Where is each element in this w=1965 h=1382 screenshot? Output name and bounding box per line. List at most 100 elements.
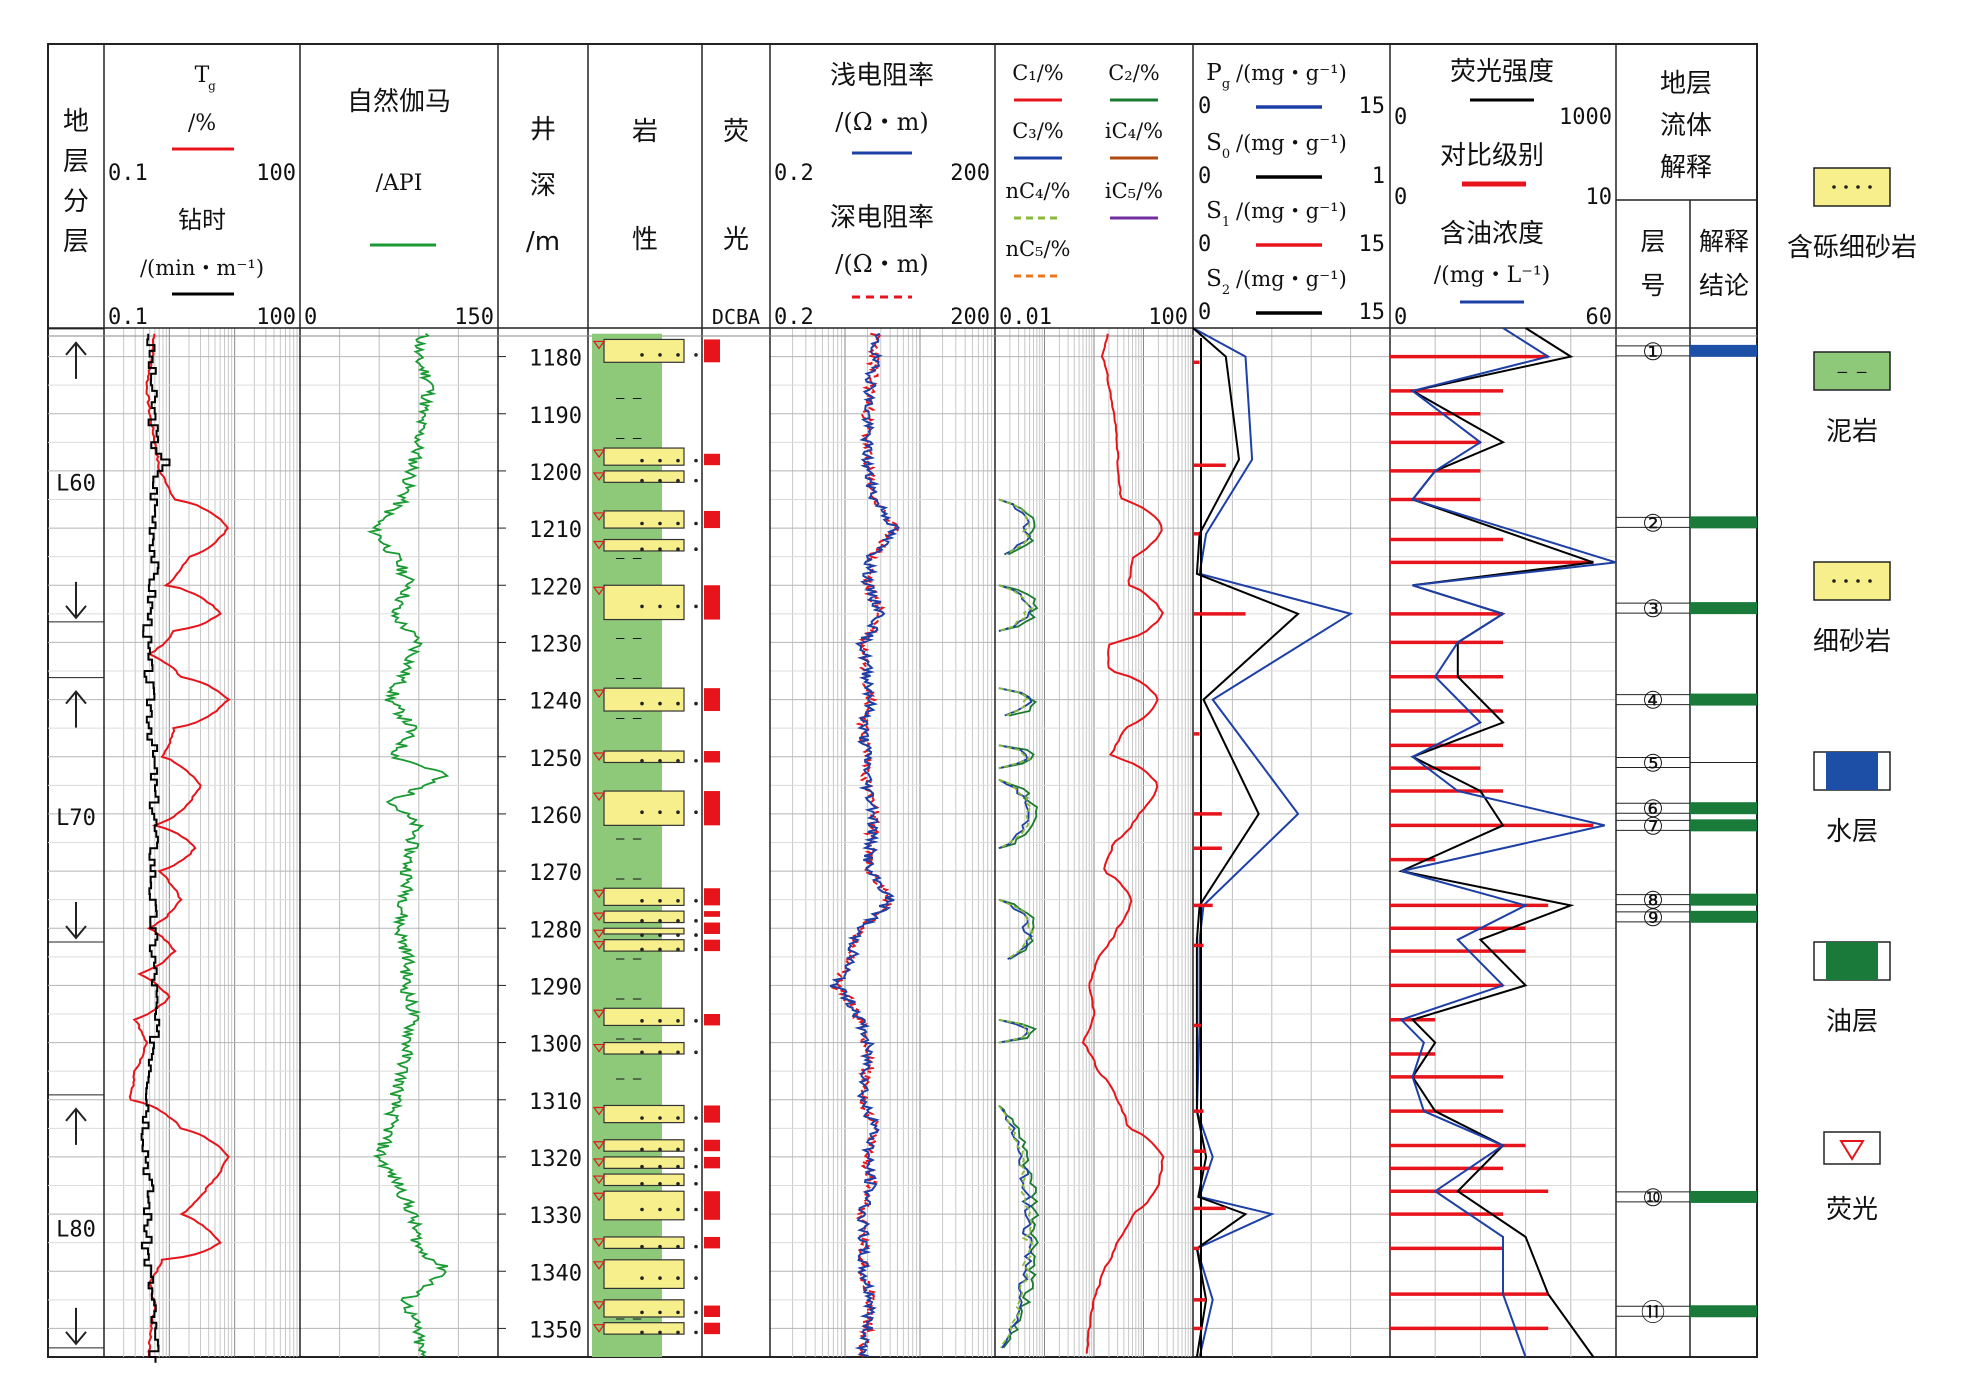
sand-dot — [694, 1276, 698, 1280]
interp-header: 解释 — [1660, 153, 1712, 183]
legend-dot — [1868, 579, 1872, 583]
legend-label: 细砂岩 — [1813, 627, 1891, 657]
sand-bed — [603, 538, 685, 552]
sand-dot — [694, 947, 698, 952]
sand-bed — [603, 1299, 685, 1318]
depth-tick-label: 1240 — [529, 690, 582, 715]
mud-symbol: – – — [616, 671, 642, 687]
oil-layer-bar — [1690, 693, 1757, 706]
legend-item: 细砂岩 — [1813, 561, 1891, 657]
fluorescence-bar — [704, 453, 720, 466]
layer-number: ③ — [1642, 595, 1664, 623]
sand-dot — [676, 353, 680, 357]
sand-dot — [640, 1181, 644, 1186]
sand-bed — [603, 687, 685, 712]
sand-bed — [603, 584, 685, 621]
sand-dot — [640, 1147, 644, 1152]
fluorescence-bar — [704, 339, 720, 363]
fluor-marker — [592, 929, 606, 939]
sand-dot — [640, 1116, 644, 1120]
pyr-min-1: 0 — [1198, 164, 1211, 189]
fluorescence-bar — [704, 688, 720, 712]
pyr-min-2: 0 — [1198, 232, 1211, 257]
shallow-res-unit: /(Ω・m) — [835, 108, 928, 136]
strata-zone-label: L70 — [56, 806, 96, 831]
strata-header: 层 — [63, 147, 89, 177]
legend-label: 荧光 — [1826, 1195, 1878, 1225]
legend-item: 水层 — [1813, 751, 1891, 847]
fluor-marker — [592, 1106, 606, 1116]
sand-dot — [658, 919, 662, 923]
pyr-sub-1: 0 — [1222, 147, 1230, 162]
sand-bed — [603, 447, 685, 466]
sand-bed — [603, 1139, 685, 1152]
fl-level-max: 10 — [1586, 185, 1613, 210]
sand-dot — [658, 1147, 662, 1152]
sand-dot — [694, 1244, 698, 1249]
sand-bed — [603, 470, 685, 483]
pyr-unit-0: /(mg・g⁻¹) — [1236, 61, 1347, 85]
sand-dot — [694, 478, 698, 483]
depth-tick-label: 1190 — [529, 404, 582, 429]
sand-bed — [603, 887, 685, 906]
sand-dot — [694, 1181, 698, 1186]
mud-symbol: – – — [616, 1071, 642, 1087]
strata-arrow-down — [65, 901, 87, 940]
gas-hgrid — [995, 327, 1193, 1329]
fluor-marker — [592, 540, 606, 550]
fluor-marker — [592, 1141, 606, 1150]
fl-oil-unit: /(mg・L⁻¹) — [1434, 263, 1551, 288]
fluorescence-bar — [704, 1014, 720, 1026]
legend-dot — [1856, 185, 1860, 189]
fluor-marker — [592, 941, 606, 950]
sand-dot — [676, 1244, 680, 1249]
depth-tick-label: 1310 — [529, 1090, 582, 1115]
sand-dot — [658, 810, 662, 814]
sand-dot — [658, 1164, 662, 1169]
fluorescence-bar — [704, 922, 720, 934]
sand-dot — [676, 547, 680, 552]
sand-dot — [658, 1050, 662, 1055]
pyr-max-2: 15 — [1359, 232, 1386, 257]
sand-dot — [676, 919, 680, 923]
depth-tick-label: 1320 — [529, 1147, 582, 1172]
sand-dot — [676, 1116, 680, 1120]
sand-dot — [658, 547, 662, 552]
gas-min: 0.01 — [999, 305, 1052, 330]
mud-symbol: – – — [616, 871, 642, 887]
drill-time-curve — [140, 333, 171, 1363]
fluor-marker — [592, 1158, 606, 1167]
pyr-sub-2: 1 — [1222, 215, 1230, 230]
legend-dot — [1844, 185, 1848, 189]
gas-label-1: C₂/% — [1108, 61, 1160, 85]
strata-header: 分 — [63, 187, 89, 217]
gas-component-curve — [998, 1104, 1034, 1349]
gr-min: 0 — [304, 305, 317, 330]
fluor-marker — [592, 512, 606, 521]
sand-dot — [694, 1164, 698, 1169]
legend-item: 油层 — [1813, 941, 1891, 1037]
fluorescence-bar — [704, 1105, 720, 1123]
sand-dot — [640, 604, 644, 609]
tg-unit: /% — [188, 111, 216, 136]
sand-dot — [694, 810, 698, 814]
deep-res-unit: /(Ω・m) — [835, 250, 928, 278]
sand-dot — [658, 478, 662, 483]
drill-time-unit: /(min・m⁻¹) — [140, 256, 264, 280]
pyr-sub-0: g — [1222, 77, 1230, 92]
oil-layer-bar — [1690, 1190, 1757, 1203]
legend-dot — [1832, 185, 1836, 189]
sand-dot — [694, 1207, 698, 1212]
water-layer-bar — [1690, 344, 1757, 357]
sand-dot — [694, 1310, 698, 1315]
fluor-marker — [592, 586, 606, 596]
sand-dot — [640, 1276, 644, 1280]
mud-symbol: – – — [616, 991, 642, 1007]
mud-symbol: – – — [616, 551, 642, 567]
sand-dot — [640, 547, 644, 552]
fluorescence-bar — [704, 1139, 720, 1152]
sand-dot — [658, 1019, 662, 1023]
fluor-marker — [592, 1238, 606, 1247]
sand-dot — [676, 1330, 680, 1335]
sand-dot — [658, 1276, 662, 1280]
